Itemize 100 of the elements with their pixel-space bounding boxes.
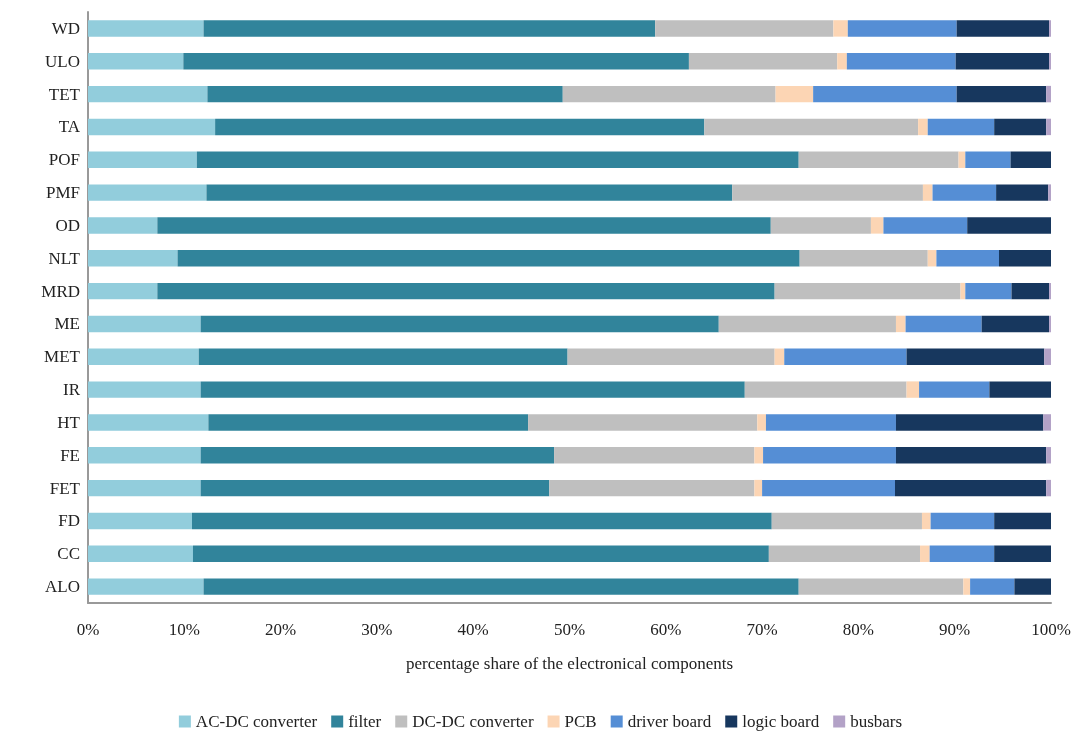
bar (1046, 447, 1051, 464)
bar (200, 315, 719, 333)
bar (757, 414, 766, 431)
legend-label: busbars (850, 712, 903, 731)
bar (203, 578, 799, 595)
bar (88, 348, 199, 365)
bar (994, 545, 1051, 562)
legend-label: AC-DC converter (195, 712, 318, 731)
bar (895, 414, 1044, 431)
x-tick-label: 20% (265, 620, 297, 639)
bar (198, 348, 568, 365)
y-tick-label: FET (49, 478, 81, 498)
bar (936, 250, 999, 267)
y-tick-label: ME (54, 314, 80, 334)
bar (918, 118, 928, 136)
bar (549, 479, 755, 497)
y-tick-label: CC (57, 544, 80, 564)
x-tick-label: 40% (457, 620, 489, 639)
bar (846, 53, 956, 70)
bar (770, 217, 871, 234)
bar (207, 85, 563, 103)
bar (894, 479, 1047, 497)
bar (1010, 151, 1051, 168)
bar (956, 20, 1050, 37)
bar (771, 512, 922, 530)
bar (919, 381, 990, 398)
bar (920, 545, 930, 562)
bar (922, 184, 933, 201)
bar (200, 381, 745, 398)
bar (157, 282, 775, 300)
bar (847, 20, 957, 37)
bar (88, 118, 216, 136)
bar (88, 217, 158, 234)
bar (906, 381, 920, 398)
y-tick-label: MET (44, 347, 81, 367)
bar (813, 85, 957, 103)
bar (88, 184, 207, 201)
bar (837, 53, 847, 70)
bar (1046, 85, 1051, 103)
bar (688, 53, 838, 70)
legend-label: PCB (564, 712, 597, 731)
bar (88, 53, 184, 70)
bar (775, 85, 814, 103)
bar (88, 479, 201, 497)
bar (157, 217, 771, 234)
x-tick-label: 90% (939, 620, 971, 639)
bar (208, 414, 529, 431)
bar (930, 512, 995, 530)
bar (1044, 348, 1051, 365)
x-tick-label: 30% (361, 620, 393, 639)
y-tick-label: TA (58, 117, 81, 137)
bar (1043, 414, 1051, 431)
bar (994, 118, 1047, 136)
legend-label: filter (348, 712, 382, 731)
x-tick-label: 80% (842, 620, 874, 639)
y-tick-label: WD (51, 18, 80, 38)
bar (1014, 578, 1051, 595)
bar (88, 578, 204, 595)
y-tick-label: NLT (48, 248, 81, 268)
bar (200, 479, 550, 497)
legend-label: driver board (627, 712, 712, 731)
bar (554, 447, 755, 464)
bar (929, 545, 995, 562)
bar (655, 20, 834, 37)
y-tick-label: HT (57, 412, 81, 432)
bar (744, 381, 907, 398)
bar (965, 282, 1012, 300)
bar (203, 20, 656, 37)
bar (88, 315, 201, 333)
bar (1046, 118, 1051, 136)
bar (765, 414, 896, 431)
bar (960, 282, 966, 300)
y-tick-label: PMF (45, 183, 80, 203)
x-tick-label: 70% (746, 620, 778, 639)
bar (88, 545, 193, 562)
bar (88, 151, 197, 168)
bar (798, 151, 959, 168)
bar (883, 217, 968, 234)
bar (754, 447, 764, 464)
bar (177, 250, 800, 267)
bar (927, 250, 937, 267)
bar (981, 315, 1050, 333)
y-tick-label: ALO (45, 577, 80, 597)
x-tick-label: 50% (553, 620, 586, 639)
bar (88, 20, 204, 37)
bar (206, 184, 733, 201)
bar (905, 315, 982, 333)
x-tick-label: 10% (168, 620, 200, 639)
bar (1048, 184, 1051, 201)
bar (732, 184, 923, 201)
bar (906, 348, 1045, 365)
bar (88, 250, 178, 267)
bar (88, 414, 209, 431)
bar (955, 53, 1050, 70)
bar (932, 184, 997, 201)
bar (88, 381, 201, 398)
x-tick-label: 100% (1031, 620, 1071, 639)
bar (833, 20, 848, 37)
bar (994, 512, 1051, 530)
bar (88, 85, 208, 103)
